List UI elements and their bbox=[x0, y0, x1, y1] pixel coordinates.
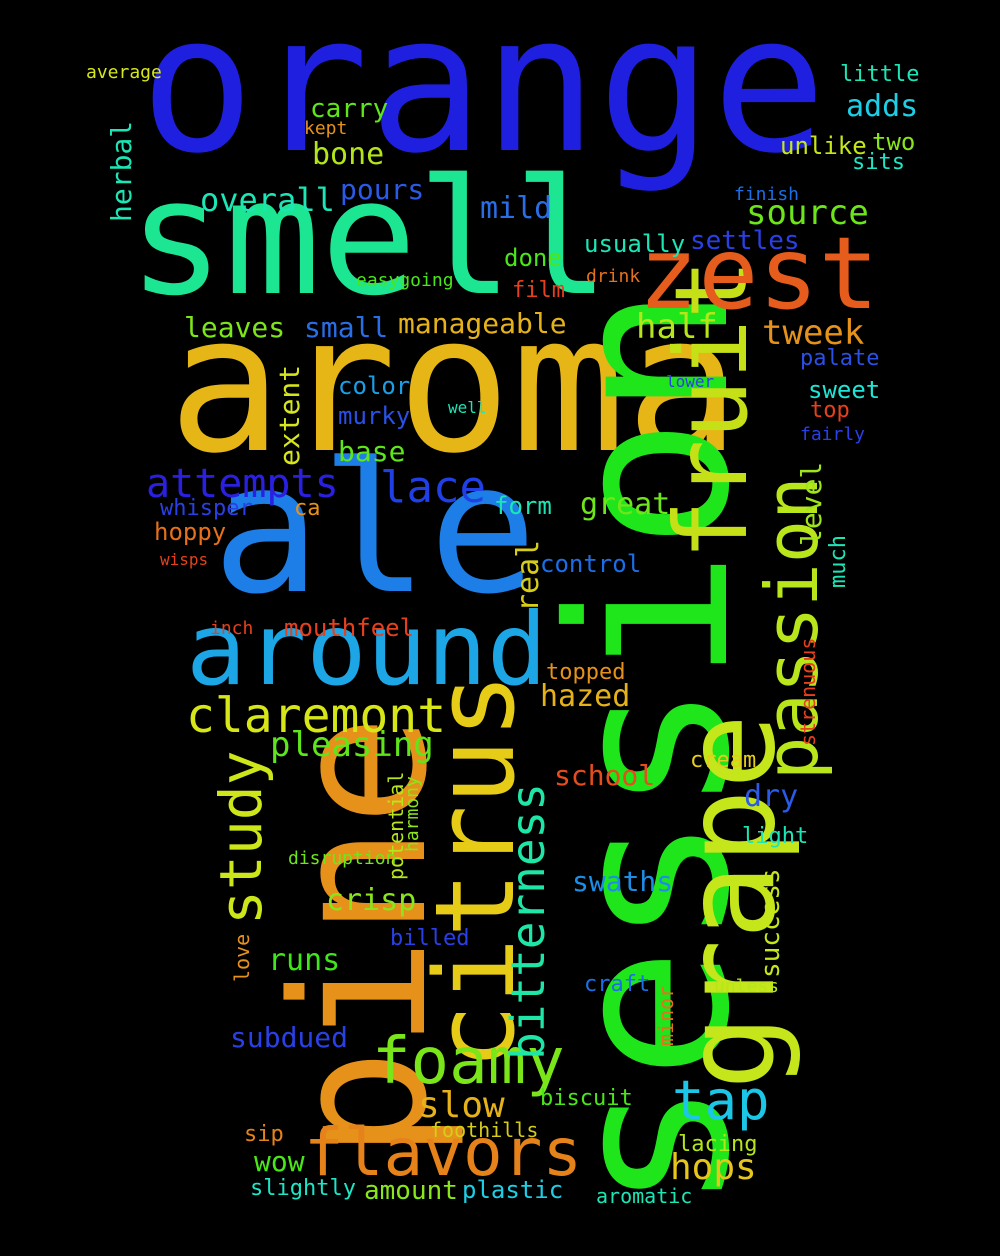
word-sweet: sweet bbox=[808, 376, 881, 404]
word-great: great bbox=[580, 487, 671, 522]
word-success: success bbox=[756, 868, 786, 978]
word-aroma: aroma bbox=[168, 274, 740, 495]
word-control: control bbox=[540, 550, 642, 578]
word-billed: billed bbox=[390, 926, 470, 951]
word-level: level bbox=[795, 461, 828, 546]
word-adds: adds bbox=[846, 89, 919, 124]
word-drink: drink bbox=[586, 266, 641, 287]
word-strenuous: strenuous bbox=[796, 637, 820, 746]
word-carry: carry bbox=[310, 94, 389, 124]
word-easygoing: easygoing bbox=[356, 270, 454, 291]
word-wow: wow bbox=[254, 1145, 305, 1178]
word-color: color bbox=[338, 372, 411, 400]
word-inch: inch bbox=[210, 618, 254, 639]
word-overall: overall bbox=[200, 181, 335, 219]
word-lacing: lacing bbox=[678, 1132, 758, 1157]
word-well: well bbox=[448, 398, 487, 417]
word-craft: craft bbox=[584, 972, 651, 997]
word-average: average bbox=[86, 62, 162, 83]
word-minor: minor bbox=[654, 985, 678, 1046]
word-attempts: attempts bbox=[146, 461, 339, 507]
word-swaths: swaths bbox=[572, 865, 674, 898]
word-kept: kept bbox=[304, 118, 348, 139]
word-love: love bbox=[230, 933, 254, 982]
word-subdued: subdued bbox=[230, 1021, 349, 1054]
word-lace: lace bbox=[380, 462, 486, 513]
word-manageable: manageable bbox=[398, 307, 567, 340]
word-done: done bbox=[504, 244, 562, 272]
word-ca: ca bbox=[294, 496, 321, 521]
word-study: study bbox=[207, 750, 275, 925]
word-sip: sip bbox=[244, 1122, 284, 1147]
word-flavors: flavors bbox=[304, 1114, 583, 1191]
word-little: little bbox=[840, 62, 920, 87]
word-form: form bbox=[494, 492, 552, 520]
word-foothills: foothills bbox=[430, 1118, 539, 1142]
word-dry: dry bbox=[744, 779, 799, 814]
word-lower: lower bbox=[666, 372, 715, 391]
word-murky: murky bbox=[338, 402, 411, 430]
word-finish: finish bbox=[734, 184, 800, 205]
word-foamy: foamy bbox=[372, 1025, 565, 1099]
word-bone: bone bbox=[312, 137, 385, 172]
word-runs: runs bbox=[268, 943, 341, 978]
word-claremont: claremont bbox=[186, 688, 447, 744]
word-harmony: harmony bbox=[402, 776, 423, 852]
word-mild: mild bbox=[480, 191, 553, 226]
word-hazed: hazed bbox=[540, 679, 631, 714]
word-wisps: wisps bbox=[160, 550, 209, 569]
word-small: small bbox=[304, 311, 389, 344]
word-bitterness: bitterness bbox=[501, 783, 555, 1060]
word-base: base bbox=[338, 435, 406, 468]
word-unlike: unlike bbox=[780, 132, 867, 160]
word-settles: settles bbox=[690, 226, 800, 256]
word-unless: unless bbox=[714, 976, 780, 997]
word-source: source bbox=[746, 193, 869, 233]
word-orange: orange bbox=[140, 0, 827, 195]
word-top: top bbox=[810, 398, 850, 423]
word-disruption: disruption bbox=[288, 848, 397, 869]
word-cream: cream bbox=[690, 748, 757, 773]
word-hops: hops bbox=[670, 1147, 757, 1188]
word-herbal: herbal bbox=[105, 120, 138, 222]
word-biscuit: biscuit bbox=[540, 1086, 633, 1111]
word-slightly: slightly bbox=[250, 1176, 356, 1201]
word-palate: palate bbox=[800, 346, 880, 371]
word-usually: usually bbox=[584, 230, 686, 258]
word-half: half bbox=[636, 307, 718, 347]
word-mouthfeel: mouthfeel bbox=[284, 614, 415, 642]
word-crisp: crisp bbox=[326, 883, 417, 918]
word-whisper: whisper bbox=[160, 496, 253, 521]
word-extent: extent bbox=[273, 364, 306, 466]
word-light: light bbox=[742, 824, 809, 849]
word-amount: amount bbox=[364, 1176, 458, 1206]
word-pleasing: pleasing bbox=[270, 725, 434, 765]
word-two: two bbox=[872, 128, 916, 156]
word-tweek: tweek bbox=[762, 313, 865, 353]
word-fairly: fairly bbox=[800, 424, 866, 445]
word-tap: tap bbox=[672, 1069, 770, 1132]
word-film: film bbox=[512, 278, 565, 303]
word-leaves: leaves bbox=[184, 311, 286, 344]
word-hoppy: hoppy bbox=[154, 518, 227, 546]
word-smell: smell bbox=[128, 144, 610, 331]
word-plastic: plastic bbox=[462, 1176, 564, 1204]
word-school: school bbox=[554, 759, 656, 792]
word-topped: topped bbox=[546, 660, 626, 685]
word-much: much bbox=[826, 535, 851, 588]
word-aromatic: aromatic bbox=[596, 1184, 693, 1208]
word-sits: sits bbox=[852, 150, 905, 175]
word-slow: slow bbox=[418, 1085, 505, 1126]
word-zest: zest bbox=[638, 215, 879, 332]
word-ale: ale bbox=[212, 425, 538, 634]
word-around: around bbox=[186, 591, 548, 708]
word-pours: pours bbox=[340, 173, 425, 206]
